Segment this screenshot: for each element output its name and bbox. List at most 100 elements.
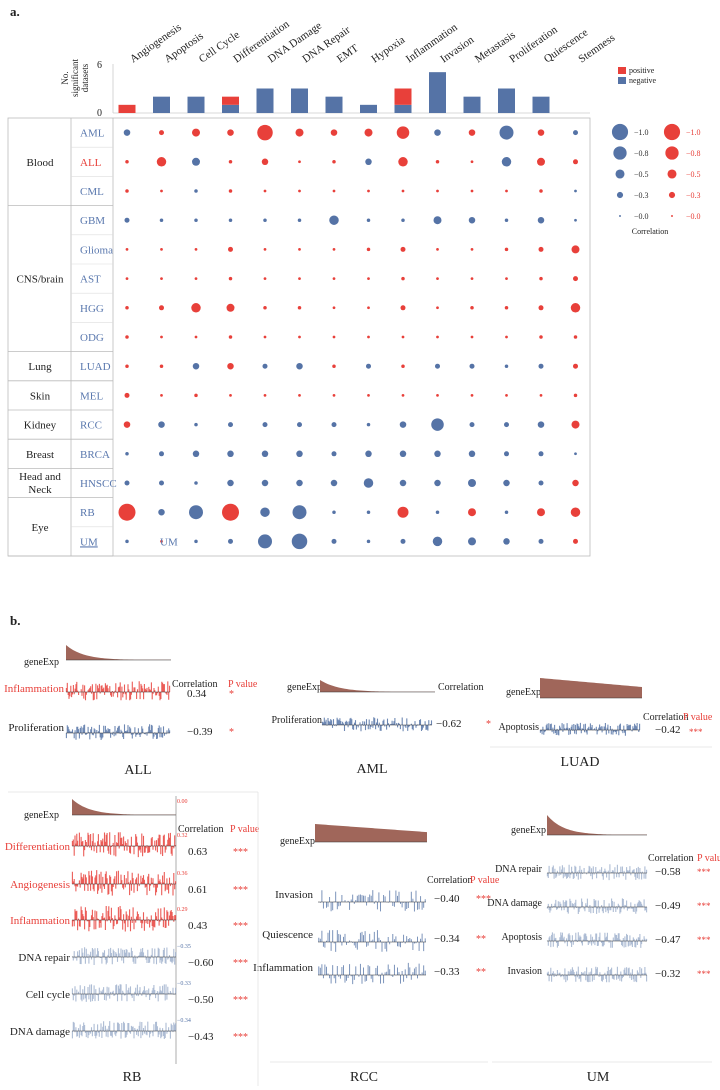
feature-label: Proliferation: [8, 722, 64, 734]
correlation-bubble: [366, 539, 371, 544]
size-legend-positive: [665, 146, 679, 160]
corr-value: −0.58: [655, 866, 681, 878]
correlation-bubble: [436, 248, 439, 251]
row-label: MEL: [80, 390, 104, 402]
size-legend-label: −0.8: [634, 149, 649, 158]
feature-label: Angiogenesis: [10, 879, 70, 891]
p-value: ***: [233, 995, 248, 1006]
correlation-bubble: [332, 277, 336, 280]
correlation-bubble: [573, 393, 578, 398]
correlation-bubble: [469, 363, 475, 369]
gene-label: geneExp: [280, 836, 315, 847]
bar-negative: [429, 72, 446, 113]
correlation-bubble: [367, 189, 370, 193]
col-corr-header: Correlation: [643, 712, 689, 723]
correlation-bubble: [123, 421, 131, 428]
correlation-bubble: [571, 245, 580, 254]
correlation-bubble: [539, 189, 543, 193]
correlation-bubble: [401, 394, 405, 397]
correlation-bubble: [573, 159, 578, 165]
correlation-bubble: [228, 218, 233, 222]
row-label: AST: [80, 274, 101, 286]
panel-name: AML: [356, 762, 387, 777]
row-label: CML: [80, 186, 104, 198]
p-value: ***: [233, 847, 248, 858]
size-legend-label: −0.5: [634, 170, 649, 179]
correlation-bubble: [398, 157, 408, 167]
gene-hist: [547, 815, 647, 835]
correlation-bubble: [125, 335, 129, 339]
correlation-bubble: [191, 303, 201, 313]
correlation-bubble: [434, 450, 441, 458]
axis-value: 0.32: [177, 833, 188, 839]
correlation-bubble: [298, 160, 301, 164]
p-value: ***: [689, 727, 703, 737]
p-value: *: [486, 719, 491, 730]
y-axis-label: No.: [60, 71, 70, 84]
correlation-bubble: [159, 480, 164, 486]
correlation-bubble: [125, 248, 129, 251]
panel-a-label: a.: [10, 4, 20, 19]
correlation-bubble: [332, 364, 336, 368]
correlation-bubble: [228, 538, 233, 544]
correlation-bubble: [261, 450, 269, 458]
p-value: ***: [233, 921, 248, 932]
correlation-bubble: [258, 534, 272, 549]
axis-value: 0.36: [177, 871, 188, 877]
gene-label: geneExp: [287, 682, 322, 693]
correlation-bubble: [228, 160, 233, 164]
correlation-bubble: [366, 363, 371, 369]
corr-value: −0.39: [187, 726, 213, 738]
feature-label: Apoptosis: [498, 722, 539, 733]
correlation-bubble: [227, 129, 234, 136]
correlation-bubble: [226, 303, 235, 312]
correlation-bubble: [261, 158, 269, 166]
correlation-bubble: [159, 451, 164, 457]
p-value: ***: [233, 885, 248, 896]
corr-value: −0.47: [655, 934, 681, 946]
corr-value: −0.40: [434, 893, 460, 905]
p-value: ***: [697, 901, 711, 911]
p-value: ***: [233, 958, 248, 969]
feature-label: Apoptosis: [501, 932, 542, 943]
correlation-bubble: [194, 539, 198, 544]
size-legend-negative: [616, 191, 624, 199]
row-label: ODG: [80, 332, 104, 344]
correlation-bubble: [401, 276, 405, 281]
correlation-bubble: [469, 422, 475, 428]
trace-neg: [546, 966, 648, 983]
correlation-bubble: [192, 157, 200, 166]
trace-neg: [321, 717, 433, 732]
correlation-bubble: [263, 306, 267, 310]
correlation-bubble: [228, 189, 233, 193]
panel-name: RB: [123, 1070, 142, 1085]
size-legend-negative: [619, 215, 621, 217]
correlation-bubble: [431, 418, 444, 431]
p-value: ***: [697, 867, 711, 877]
group-label: Kidney: [24, 420, 57, 432]
y-axis-label: significant: [70, 59, 80, 97]
corr-value: −0.43: [188, 1031, 214, 1043]
correlation-bubble: [125, 160, 129, 164]
correlation-bubble: [263, 189, 267, 193]
correlation-bubble: [365, 158, 372, 166]
correlation-bubble: [296, 450, 303, 458]
correlation-bubble: [297, 422, 302, 428]
p-value: *: [229, 689, 234, 700]
legend-negative-swatch: [618, 77, 626, 84]
correlation-bubble: [125, 277, 129, 280]
p-value: ***: [697, 935, 711, 945]
corr-value: −0.34: [434, 933, 460, 945]
correlation-bubble: [436, 306, 439, 310]
correlation-bubble: [436, 189, 439, 193]
correlation-bubble: [574, 452, 577, 456]
feature-label: Invasion: [508, 966, 542, 977]
correlation-bubble: [158, 508, 165, 516]
correlation-bubble: [194, 422, 198, 427]
bar-positive: [222, 96, 239, 105]
corr-value: −0.42: [655, 724, 680, 736]
correlation-bubble: [401, 218, 405, 222]
legend-positive-label: positive: [629, 66, 655, 75]
correlation-bubble: [505, 394, 508, 397]
bar-negative: [291, 88, 308, 113]
